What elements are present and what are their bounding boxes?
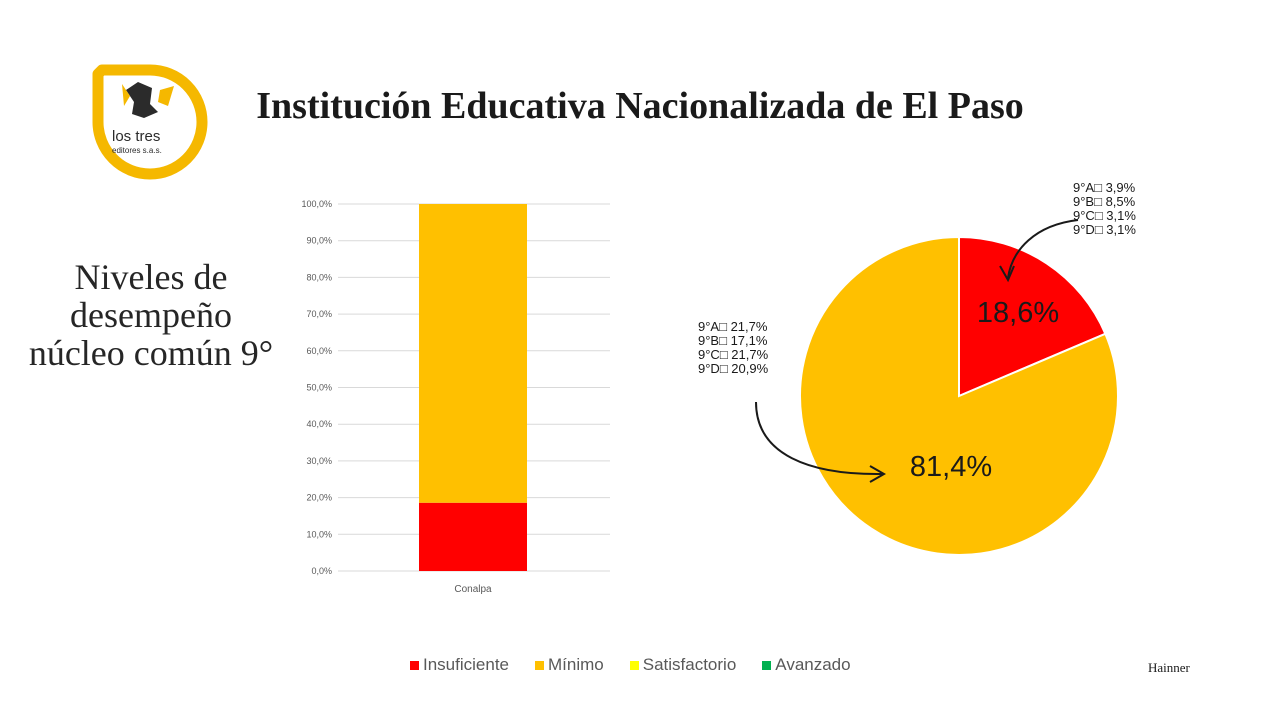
annotation-line: 9°A□ 3,9% [1073, 180, 1136, 195]
legend-swatch [535, 660, 544, 670]
annotation-line: 9°B□ 17,1% [698, 333, 768, 348]
arrow-head [999, 265, 1015, 283]
author-label: Hainner [1148, 660, 1190, 675]
legend-item: Mínimo [535, 655, 604, 675]
pie-data-label: 18,6% [977, 297, 1059, 329]
annotation-arrow [755, 401, 883, 476]
pie-slice-insuficiente [958, 235, 1107, 398]
y-tick-label: 70,0% [306, 309, 332, 319]
legend-swatch [762, 660, 772, 670]
legend-swatch [410, 660, 419, 670]
legend-label: Mínimo [548, 655, 604, 674]
annotation-line: 9°C□ 3,1% [1073, 208, 1136, 223]
page-title: Institución Educativa Nacionalizada de E… [256, 85, 1024, 127]
y-tick-label: 100,0% [301, 199, 332, 209]
annotation-arrow [1007, 219, 1079, 279]
y-tick-label: 90,0% [306, 236, 332, 246]
y-tick-label: 30,0% [306, 456, 332, 466]
legend: Insuficiente Mínimo Satisfactorio Avanzado [410, 655, 851, 675]
logo-subtext: editores s.a.s. [112, 146, 162, 155]
y-tick-label: 20,0% [306, 493, 332, 503]
annotation-line: 9°A□ 21,7% [698, 319, 768, 334]
logo-text: los tres [112, 128, 161, 145]
legend-label: Satisfactorio [642, 655, 737, 674]
legend-label: Avanzado [775, 655, 851, 674]
legend-item: Avanzado [762, 655, 851, 675]
annotation-line: 9°D□ 20,9% [698, 361, 769, 376]
y-tick-label: 60,0% [306, 346, 332, 356]
arrow-head [869, 465, 887, 483]
y-tick-label: 10,0% [306, 529, 332, 539]
y-tick-label: 80,0% [306, 272, 332, 282]
annotation-line: 9°D□ 3,1% [1073, 222, 1136, 237]
annotation-line: 9°B□ 8,5% [1073, 194, 1136, 209]
bar-chart: 0,0% 10,0% 20,0% 30,0% 40,0% 50,0% 60,0% 70,0% 8… [301, 199, 610, 595]
x-tick-label: Conalpa [454, 584, 492, 595]
annotation-line: 9°C□ 21,7% [698, 347, 769, 362]
chart-subtitle: Niveles de desempeño núcleo común 9° [28, 257, 274, 373]
y-tick-label: 40,0% [306, 419, 332, 429]
y-tick-label: 0,0% [311, 566, 332, 576]
bar-segment-mínimo [419, 204, 527, 503]
bar-segment-insuficiente [419, 502, 527, 571]
legend-label: Insuficiente [423, 655, 509, 674]
y-tick-label: 50,0% [306, 383, 332, 393]
legend-item: Satisfactorio [629, 655, 737, 675]
pie-data-label: 81,4% [910, 451, 992, 483]
logo [92, 64, 208, 180]
legend-item: Insuficiente [410, 655, 509, 675]
pie-chart: 18,6%81,4%9°A□ 3,9%9°B□ 8,5%9°C□ 3,1%9°D… [698, 180, 1136, 556]
legend-swatch [629, 660, 639, 670]
